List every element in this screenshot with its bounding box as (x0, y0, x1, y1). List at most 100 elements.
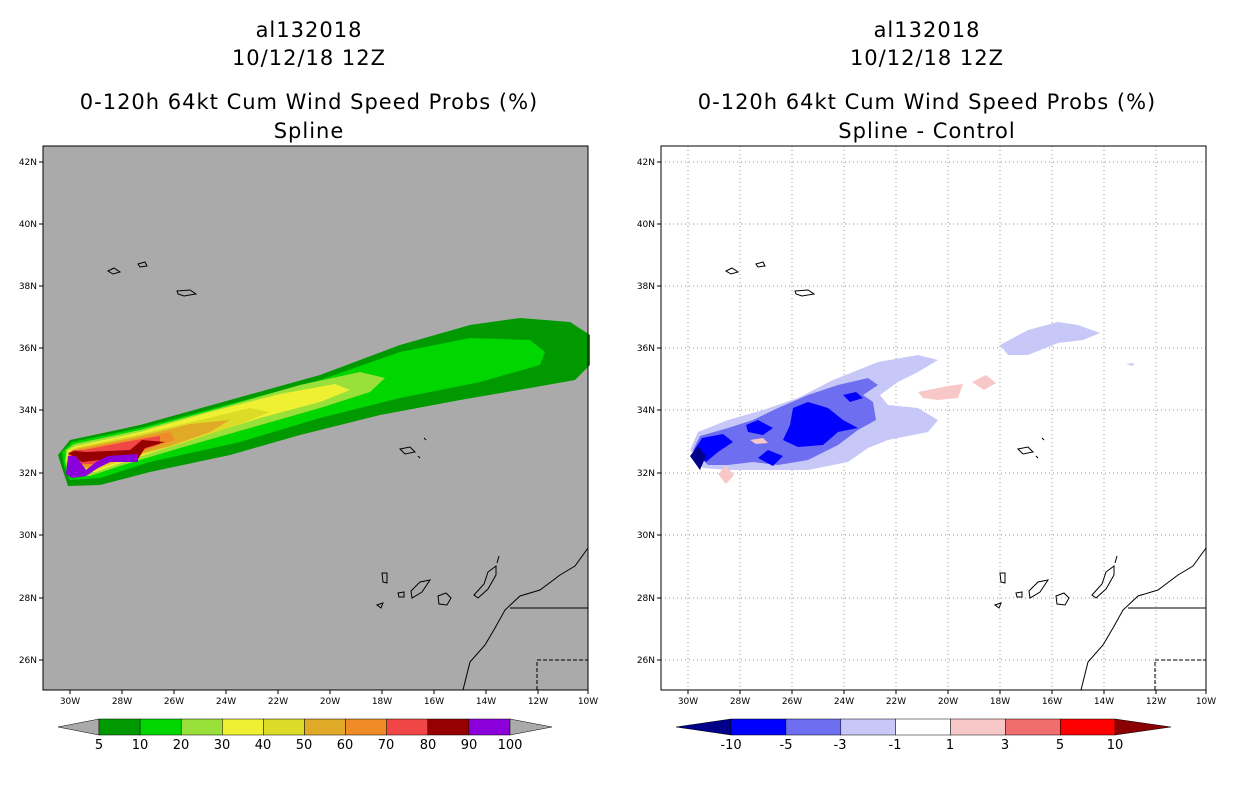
lon-label: 26W (782, 697, 802, 707)
colorbar-label: 1 (946, 738, 954, 753)
colorbar-box (1060, 718, 1116, 736)
probability-swath (58, 318, 590, 486)
left-panel: al132018 10/12/18 12Z 0-120h 64kt Cum Wi… (19, 18, 598, 753)
colorbar-label: 30 (214, 738, 231, 753)
coastlines (106, 261, 589, 691)
lat-label: 42N (637, 158, 655, 168)
colorbar-box (139, 718, 182, 736)
diff-pos1-c (718, 466, 734, 484)
colorbar-label: -1 (889, 738, 902, 753)
colorbar-label: 3 (1001, 738, 1009, 753)
colorbar-label: 90 (461, 738, 478, 753)
lat-label: 38N (637, 282, 655, 292)
lon-label: 28W (730, 697, 750, 707)
tick-marks (657, 161, 1207, 694)
lon-label: 18W (990, 697, 1010, 707)
diff-neg3 (693, 378, 878, 465)
colorbar-label: 80 (420, 738, 437, 753)
tick-marks (39, 161, 589, 694)
datetime-title: 10/12/18 12Z (231, 46, 387, 70)
diff-neg5-c (783, 402, 858, 447)
difference-field (690, 322, 1134, 484)
lat-label: 34N (637, 406, 655, 416)
colorbar-box (468, 718, 511, 736)
lat-labels: 42N 40N 38N 36N 34N 32N 30N 28N 26N (637, 158, 655, 666)
swath-90 (66, 454, 138, 478)
map-frame (42, 145, 589, 691)
lon-label: 14W (1094, 697, 1114, 707)
lat-label: 28N (19, 594, 37, 604)
lon-labels: 30W 28W 26W 24W 22W 20W 18W 16W 14W 12W … (678, 697, 1216, 707)
lon-label: 24W (216, 697, 236, 707)
map-frame (660, 145, 1207, 691)
colorbar-box (98, 718, 141, 736)
colorbar-labels: 5 10 20 30 40 50 60 70 80 90 100 (95, 738, 523, 753)
colorbar-box (263, 718, 305, 736)
colorbar-label: 10 (1107, 738, 1124, 753)
colorbar-label: -3 (834, 738, 847, 753)
lat-label: 36N (637, 344, 655, 354)
diff-neg5-b (746, 420, 773, 435)
lat-label: 36N (19, 344, 37, 354)
lon-label: 14W (476, 697, 496, 707)
colorbar-box (1005, 718, 1061, 736)
lon-label: 12W (1146, 697, 1166, 707)
lon-label: 16W (424, 697, 444, 707)
lat-labels: 42N 40N 38N 36N 34N 32N 30N 28N 26N (19, 158, 37, 666)
diff-pos1-d (750, 438, 768, 444)
colorbar-box (222, 718, 264, 736)
colorbar-high-arrow (1114, 718, 1172, 736)
lon-label: 28W (112, 697, 132, 707)
diff-neg5-e (843, 392, 863, 402)
colorbar-boxes (98, 718, 511, 736)
right-panel: al132018 10/12/18 12Z 0-120h 64kt Cum Wi… (618, 0, 1236, 800)
colorbar-low-arrow (57, 718, 100, 736)
diff-neg5-d (758, 450, 783, 466)
lon-label: 10W (578, 697, 598, 707)
lon-label: 16W (1042, 697, 1062, 707)
storm-id-title: al132018 (873, 18, 981, 42)
colorbar-label: -10 (720, 738, 741, 753)
coastlines (724, 261, 1207, 691)
colorbar-box (840, 718, 896, 736)
lat-label: 40N (19, 220, 37, 230)
lat-label: 32N (19, 469, 37, 479)
colorbar-label: 5 (1056, 738, 1064, 753)
lat-label: 26N (637, 656, 655, 666)
colorbar-label: -5 (780, 738, 793, 753)
subtitle: Spline (273, 119, 345, 143)
lat-label: 34N (19, 406, 37, 416)
colorbar-box (950, 718, 1006, 736)
lat-label: 28N (637, 594, 655, 604)
subtitle: Spline - Control (838, 119, 1016, 143)
colorbar-label: 10 (132, 738, 149, 753)
right-colorbar: -10 -5 -3 -1 1 3 5 10 (675, 718, 1172, 753)
product-title: 0-120h 64kt Cum Wind Speed Probs (%) (697, 90, 1157, 114)
colorbar-box (895, 718, 951, 736)
diff-pos1-a (918, 384, 963, 400)
colorbar-label: 40 (255, 738, 272, 753)
colorbar-low-arrow (675, 718, 732, 736)
diff-neg1-b (1000, 322, 1100, 355)
lon-label: 24W (834, 697, 854, 707)
lon-label: 18W (372, 697, 392, 707)
lon-label: 20W (938, 697, 958, 707)
lon-labels: 30W 28W 26W 24W 22W 20W 18W 16W 14W 12W … (60, 697, 598, 707)
colorbar-boxes (730, 718, 1116, 736)
lon-label: 10W (1196, 697, 1216, 707)
lat-label: 40N (637, 220, 655, 230)
diff-neg1-c (1126, 363, 1134, 366)
colorbar-box (427, 718, 470, 736)
diff-pos1-b (972, 375, 996, 390)
lat-label: 26N (19, 656, 37, 666)
colorbar-box (180, 718, 223, 736)
lat-label: 30N (19, 531, 37, 541)
lon-label: 22W (886, 697, 906, 707)
left-colorbar: 5 10 20 30 40 50 60 70 80 90 100 (57, 718, 553, 753)
diff-neg10 (690, 446, 706, 470)
colorbar-labels: -10 -5 -3 -1 1 3 5 10 (720, 738, 1123, 753)
swath-80 (68, 440, 165, 462)
colorbar-box (785, 718, 842, 736)
product-title: 0-120h 64kt Cum Wind Speed Probs (%) (79, 90, 539, 114)
lon-label: 20W (320, 697, 340, 707)
